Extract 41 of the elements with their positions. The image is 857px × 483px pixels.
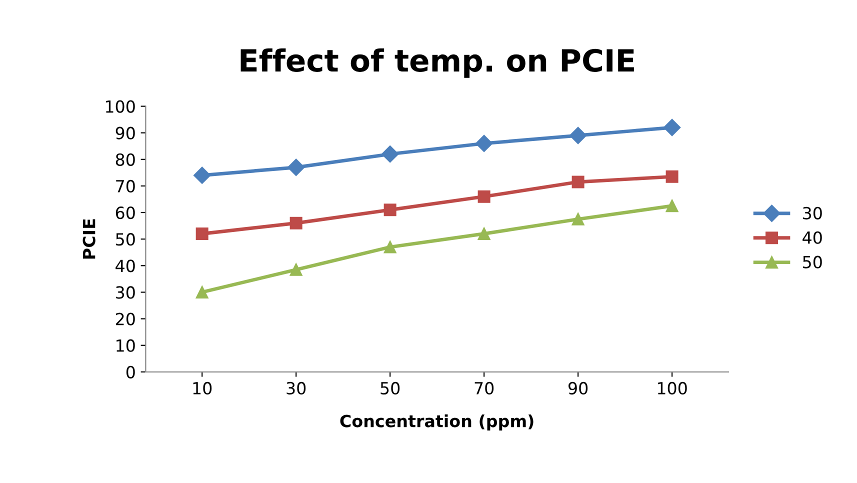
point xyxy=(290,263,302,276)
y-tick-label: 80 xyxy=(116,153,135,166)
x-tick-label: 70 xyxy=(474,382,494,395)
y-tick-label: 90 xyxy=(116,126,135,140)
x-tick-label: 30 xyxy=(286,382,306,395)
point xyxy=(382,146,399,163)
y-tick-label: 100 xyxy=(106,100,135,113)
chart-title: Effect of temp. on PCIE xyxy=(240,48,634,78)
point xyxy=(196,286,208,298)
y-tick-label: 50 xyxy=(116,233,135,246)
point xyxy=(572,212,584,226)
point xyxy=(196,228,208,240)
point xyxy=(478,190,490,203)
x-tick-label: 50 xyxy=(380,382,400,395)
y-tick-label: 0 xyxy=(126,366,135,378)
x-axis-title: Concentration (ppm) xyxy=(340,414,534,431)
point xyxy=(194,166,211,184)
point xyxy=(666,170,678,183)
point xyxy=(666,200,678,212)
point xyxy=(288,158,305,176)
point xyxy=(384,204,396,216)
y-tick-label: 10 xyxy=(116,339,135,352)
point xyxy=(572,176,584,188)
x-tick-label: 90 xyxy=(568,382,588,395)
y-axis-title: PCIE xyxy=(82,219,96,259)
point xyxy=(478,228,490,240)
y-tick-label: 60 xyxy=(116,206,135,220)
point xyxy=(476,134,493,152)
y-tick-label: 70 xyxy=(116,180,135,193)
x-tick-label: 100 xyxy=(658,382,687,395)
x-tick-label: 10 xyxy=(193,382,212,395)
point xyxy=(384,240,396,254)
legend-label: 40 xyxy=(802,231,822,244)
point xyxy=(290,216,302,230)
y-tick-label: 20 xyxy=(116,312,135,326)
legend-label: 30 xyxy=(803,206,822,220)
y-tick-label: 40 xyxy=(116,260,135,272)
legend-label: 50 xyxy=(803,256,822,268)
point xyxy=(570,126,587,144)
point xyxy=(664,118,681,136)
y-tick-label: 30 xyxy=(116,286,135,299)
